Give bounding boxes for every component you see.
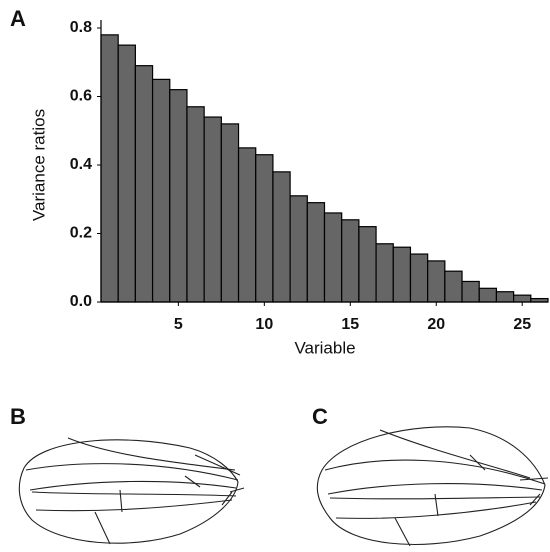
bar xyxy=(306,202,326,303)
bar xyxy=(495,291,515,303)
bar xyxy=(444,270,463,303)
bar xyxy=(186,106,205,303)
x-tick-label: 25 xyxy=(513,316,531,333)
panel-label: B xyxy=(10,404,26,429)
bar xyxy=(513,294,532,303)
bar xyxy=(134,65,154,303)
bar xyxy=(237,147,257,303)
y-tick-label: 0.2 xyxy=(70,225,92,242)
x-axis-title: Variable xyxy=(294,338,355,357)
bar xyxy=(255,154,274,303)
bar xyxy=(358,226,377,303)
bar xyxy=(392,246,412,303)
y-tick-label: 0.8 xyxy=(70,19,92,36)
x-tick-label: 15 xyxy=(341,316,359,333)
bar xyxy=(100,34,119,303)
bar xyxy=(409,253,429,303)
x-tick-label: 10 xyxy=(255,316,273,333)
bar xyxy=(323,212,343,303)
bar xyxy=(203,116,222,303)
panel-label: A xyxy=(10,6,26,31)
bar xyxy=(341,219,360,303)
bar xyxy=(220,123,240,303)
y-tick-label: 0.4 xyxy=(70,156,92,173)
x-tick-label: 20 xyxy=(427,316,445,333)
panel-label: C xyxy=(312,404,328,429)
x-tick-label: 5 xyxy=(174,316,183,333)
bar xyxy=(272,171,291,303)
bar xyxy=(151,78,171,303)
bar xyxy=(478,287,498,303)
bar xyxy=(375,243,394,303)
wing-drawing xyxy=(18,437,245,545)
y-axis-title: Variance ratios xyxy=(29,109,48,221)
bar xyxy=(117,44,136,303)
y-tick-label: 0.0 xyxy=(70,293,92,310)
y-tick-label: 0.6 xyxy=(70,88,92,105)
bar xyxy=(461,280,480,303)
wing-drawing xyxy=(316,426,549,547)
bar xyxy=(289,195,308,303)
bar xyxy=(427,260,446,303)
bar xyxy=(169,89,188,303)
